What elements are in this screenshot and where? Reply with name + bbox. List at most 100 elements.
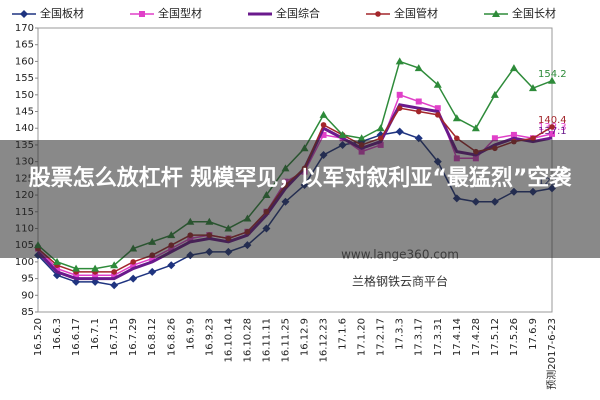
y-tick-label: 85 (21, 307, 34, 318)
y-tick-label: 160 (15, 56, 34, 67)
point (415, 108, 422, 115)
y-tick-label: 155 (15, 73, 34, 84)
x-tick-label: 16.7.29 (128, 318, 139, 356)
x-tick-label: 17.3.31 (433, 318, 444, 356)
x-tick-label: 16.11.11 (261, 318, 272, 363)
legend-label: 全国型材 (158, 6, 202, 20)
x-tick-label: 预测2017-6-23 (545, 318, 558, 390)
point (53, 257, 62, 265)
y-tick-label: 170 (15, 23, 34, 34)
x-tick-label: 17.4.14 (452, 318, 463, 356)
point (433, 80, 442, 88)
point (434, 105, 441, 112)
x-tick-label: 17.4.28 (471, 318, 482, 356)
point (72, 264, 81, 272)
x-tick-label: 16.6.3 (52, 318, 63, 350)
y-tick-label: 165 (15, 40, 34, 51)
point (377, 135, 384, 142)
point (357, 134, 366, 142)
point (92, 272, 99, 279)
x-tick-label: 17.3.17 (414, 318, 425, 356)
x-tick-label: 16.9.9 (185, 318, 196, 350)
point (129, 274, 138, 283)
point (110, 261, 119, 269)
banner (0, 140, 600, 258)
x-tick-label: 16.7.1 (90, 318, 101, 350)
point (91, 264, 100, 272)
x-tick-label: 16.8.26 (166, 318, 177, 356)
point (320, 131, 327, 138)
point (528, 84, 537, 92)
y-tick-label: 140 (15, 123, 34, 134)
point (376, 124, 385, 132)
legend-label: 全国管材 (394, 6, 438, 20)
end-label: 140.4 (538, 115, 567, 126)
point (149, 255, 156, 262)
point (130, 262, 137, 269)
headline: 股票怎么放杠杆 规模罕见，以军对叙利亚“最猛烈”空袭 (28, 166, 572, 191)
y-tick-label: 150 (15, 90, 34, 101)
point (111, 272, 118, 279)
point (454, 135, 460, 142)
x-tick-label: 16.12.23 (319, 318, 330, 363)
point (434, 112, 441, 118)
x-tick-label: 16.8.12 (147, 318, 158, 356)
x-tick-label: 17.2.17 (376, 318, 387, 356)
point (320, 122, 327, 128)
point (167, 261, 176, 270)
point (54, 265, 61, 272)
point (111, 269, 117, 275)
end-label: 137.1 (538, 126, 567, 137)
end-label: 154.2 (538, 69, 567, 80)
point (492, 10, 500, 17)
x-tick-label: 17.5.12 (490, 318, 501, 356)
watermark-name: 兰格钢铁云商平台 (352, 274, 448, 289)
legend-label: 全国板材 (40, 6, 84, 20)
x-tick-label: 17.1.20 (357, 318, 368, 356)
x-tick-label: 17.1.6 (338, 318, 349, 350)
x-tick-label: 16.10.28 (242, 318, 253, 363)
x-tick-label: 16.9.23 (204, 318, 215, 356)
x-tick-label: 17.3.3 (395, 318, 406, 350)
x-tick-label: 17.5.26 (509, 318, 520, 356)
y-tick-label: 100 (15, 257, 34, 268)
x-tick-label: 16.7.15 (109, 318, 120, 356)
point (319, 110, 328, 118)
point (548, 76, 556, 84)
point (510, 131, 517, 138)
point (73, 272, 80, 279)
point (414, 64, 423, 72)
y-tick-label: 90 (21, 290, 34, 301)
x-tick-label: 16.11.25 (280, 318, 291, 363)
x-tick-label: 16.10.14 (223, 318, 234, 363)
legend-label: 全国综合 (276, 6, 320, 20)
point (130, 259, 136, 265)
point (396, 105, 403, 111)
x-tick-label: 17.6.9 (528, 318, 539, 350)
point (139, 11, 145, 17)
point (338, 130, 347, 138)
point (20, 10, 28, 18)
point (490, 90, 499, 98)
point (415, 98, 422, 105)
point (491, 135, 498, 142)
point (509, 64, 518, 72)
point (530, 135, 536, 142)
point (396, 91, 403, 98)
point (549, 124, 555, 130)
x-tick-label: 16.6.17 (71, 318, 82, 356)
y-tick-label: 95 (21, 274, 34, 285)
point (110, 281, 119, 290)
point (452, 114, 461, 122)
x-tick-label: 16.5.20 (33, 318, 44, 356)
point (395, 127, 404, 136)
point (471, 124, 480, 132)
point (549, 130, 555, 137)
x-tick-label: 16.12.9 (300, 318, 311, 356)
y-tick-label: 145 (15, 107, 34, 118)
point (375, 11, 381, 17)
point (148, 267, 157, 276)
legend-label: 全国长材 (512, 6, 556, 20)
point (395, 57, 404, 65)
